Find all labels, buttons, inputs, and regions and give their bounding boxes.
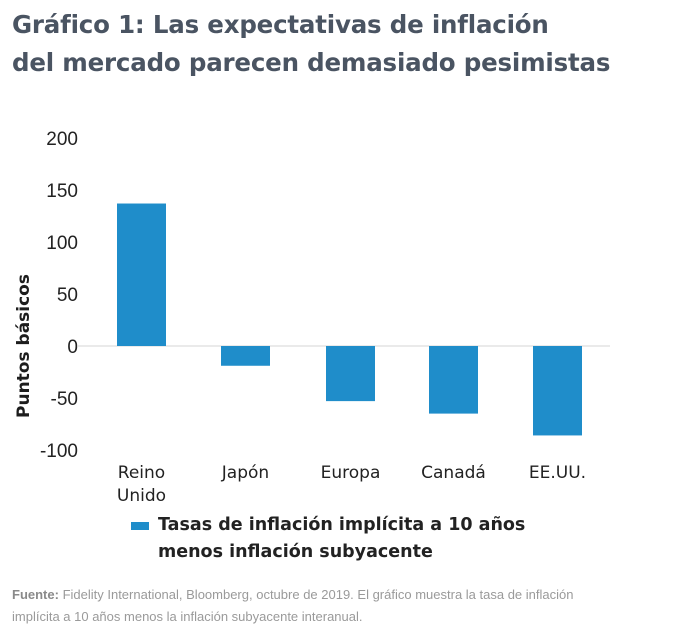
y-axis-ticks: 200 150 100 50 0 -50 -100: [40, 129, 78, 462]
y-tick-label: 150: [46, 181, 78, 202]
bar-canadá: [429, 346, 478, 414]
footnote-text-2: implícita a 10 años menos la inflación s…: [12, 609, 363, 624]
y-tick-label: -100: [40, 441, 78, 462]
bars: [117, 203, 582, 436]
x-axis-labels: Reino Unido Japón Europa Canadá EE.UU.: [117, 463, 586, 506]
chart-title: Gráfico 1: Las expectativas de inflación…: [12, 6, 610, 82]
legend-label-line-2: menos inflación subyacente: [158, 542, 433, 562]
x-tick-label: Reino: [118, 463, 165, 483]
y-tick-label: 100: [46, 233, 78, 254]
bar-europa: [326, 346, 375, 402]
bar-japón: [221, 346, 270, 366]
x-tick-label: Japón: [221, 463, 269, 483]
x-tick-label: Unido: [117, 486, 166, 506]
chart-title-line-1: Gráfico 1: Las expectativas de inflación: [12, 10, 549, 39]
y-tick-label: 200: [46, 129, 78, 150]
y-tick-label: -50: [51, 389, 78, 410]
footnote-text-1: Fidelity International, Bloomberg, octub…: [58, 587, 574, 602]
bar-eeuu: [533, 346, 582, 436]
x-tick-label: Europa: [321, 463, 381, 483]
y-tick-label: 0: [67, 337, 78, 358]
y-axis-label: Puntos básicos: [14, 274, 34, 418]
legend-label-line-1: Tasas de inflación implícita a 10 años: [158, 515, 526, 535]
legend-swatch: [131, 522, 149, 530]
bar-chart: Puntos básicos 200 150 100 50 0 -50 -100 Reino…: [14, 129, 610, 506]
y-tick-label: 50: [57, 285, 78, 306]
legend-label: Tasas de inflación implícita a 10 años m…: [158, 512, 525, 566]
legend: Tasas de inflación implícita a 10 años m…: [131, 512, 525, 566]
footnote: Fuente: Fidelity International, Bloomber…: [12, 584, 652, 628]
chart-title-line-2: del mercado parecen demasiado pesimistas: [12, 48, 611, 77]
x-tick-label: Canadá: [421, 463, 486, 483]
bar-reino-unido: [117, 203, 166, 346]
footnote-source-label: Fuente:: [12, 587, 59, 602]
x-tick-label: EE.UU.: [529, 463, 586, 483]
